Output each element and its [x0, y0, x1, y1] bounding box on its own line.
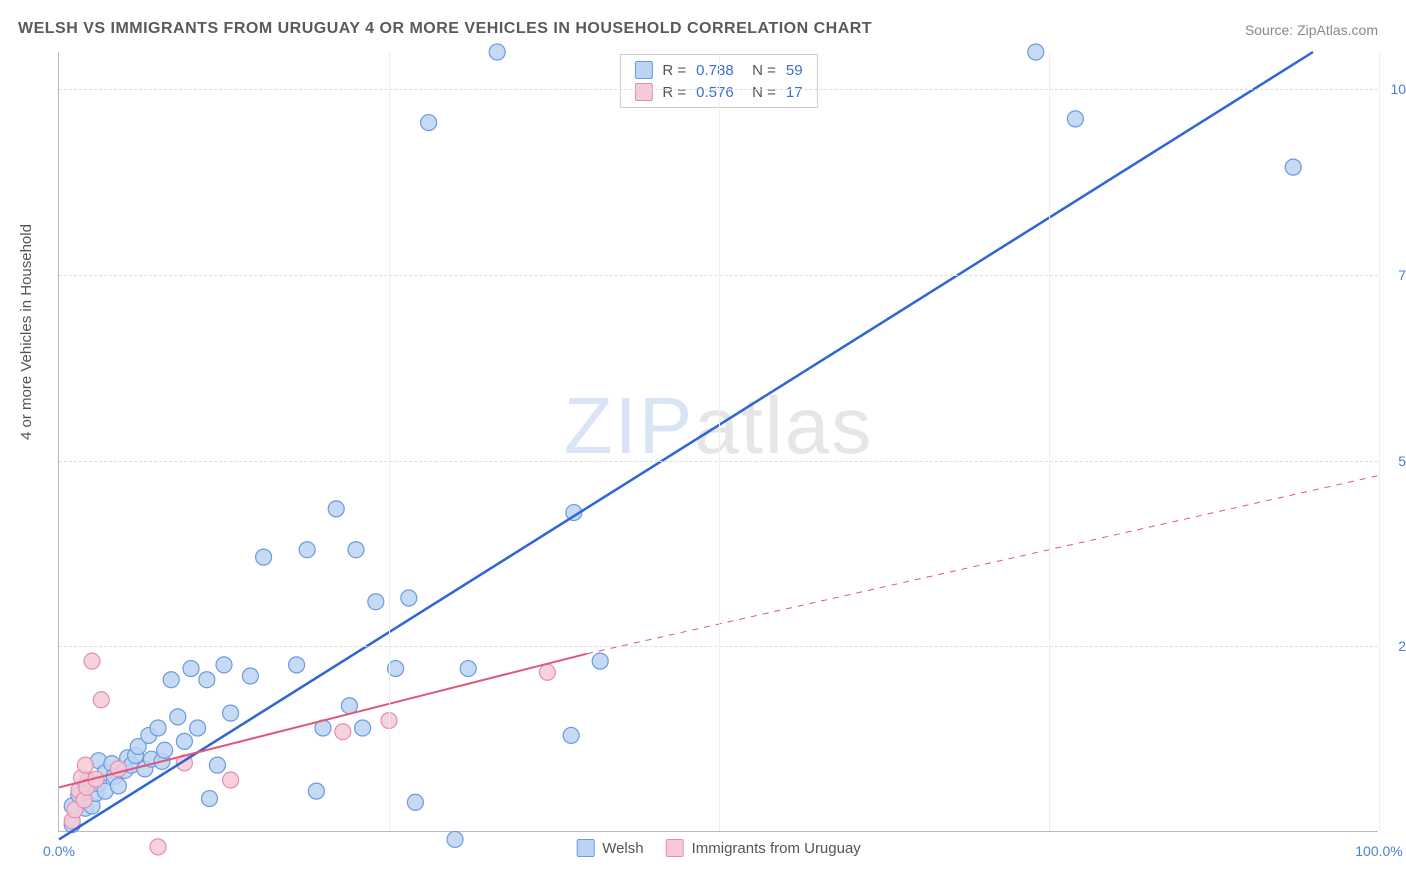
legend-item: Immigrants from Uruguay — [666, 839, 861, 857]
swatch-icon — [576, 839, 594, 857]
plot-area: ZIPatlas R = 0.788 N = 59 R = 0.576 N = … — [58, 52, 1378, 832]
legend-item: Welsh — [576, 839, 643, 857]
legend-item-label: Welsh — [602, 840, 643, 857]
y-tick-label: 50.0% — [1383, 453, 1406, 469]
x-tick-label: 0.0% — [43, 843, 75, 859]
y-tick-label: 75.0% — [1383, 267, 1406, 283]
legend-series: Welsh Immigrants from Uruguay — [576, 839, 861, 857]
chart-title: WELSH VS IMMIGRANTS FROM URUGUAY 4 OR MO… — [18, 20, 872, 38]
source-label: Source: — [1245, 22, 1293, 38]
y-tick-label: 25.0% — [1383, 638, 1406, 654]
legend-item-label: Immigrants from Uruguay — [692, 840, 861, 857]
y-axis-label: 4 or more Vehicles in Household — [18, 224, 35, 440]
swatch-icon — [666, 839, 684, 857]
source-value: ZipAtlas.com — [1297, 22, 1378, 38]
y-tick-label: 100.0% — [1383, 81, 1406, 97]
x-tick-label: 100.0% — [1355, 843, 1402, 859]
source-attribution: Source: ZipAtlas.com — [1245, 22, 1378, 38]
